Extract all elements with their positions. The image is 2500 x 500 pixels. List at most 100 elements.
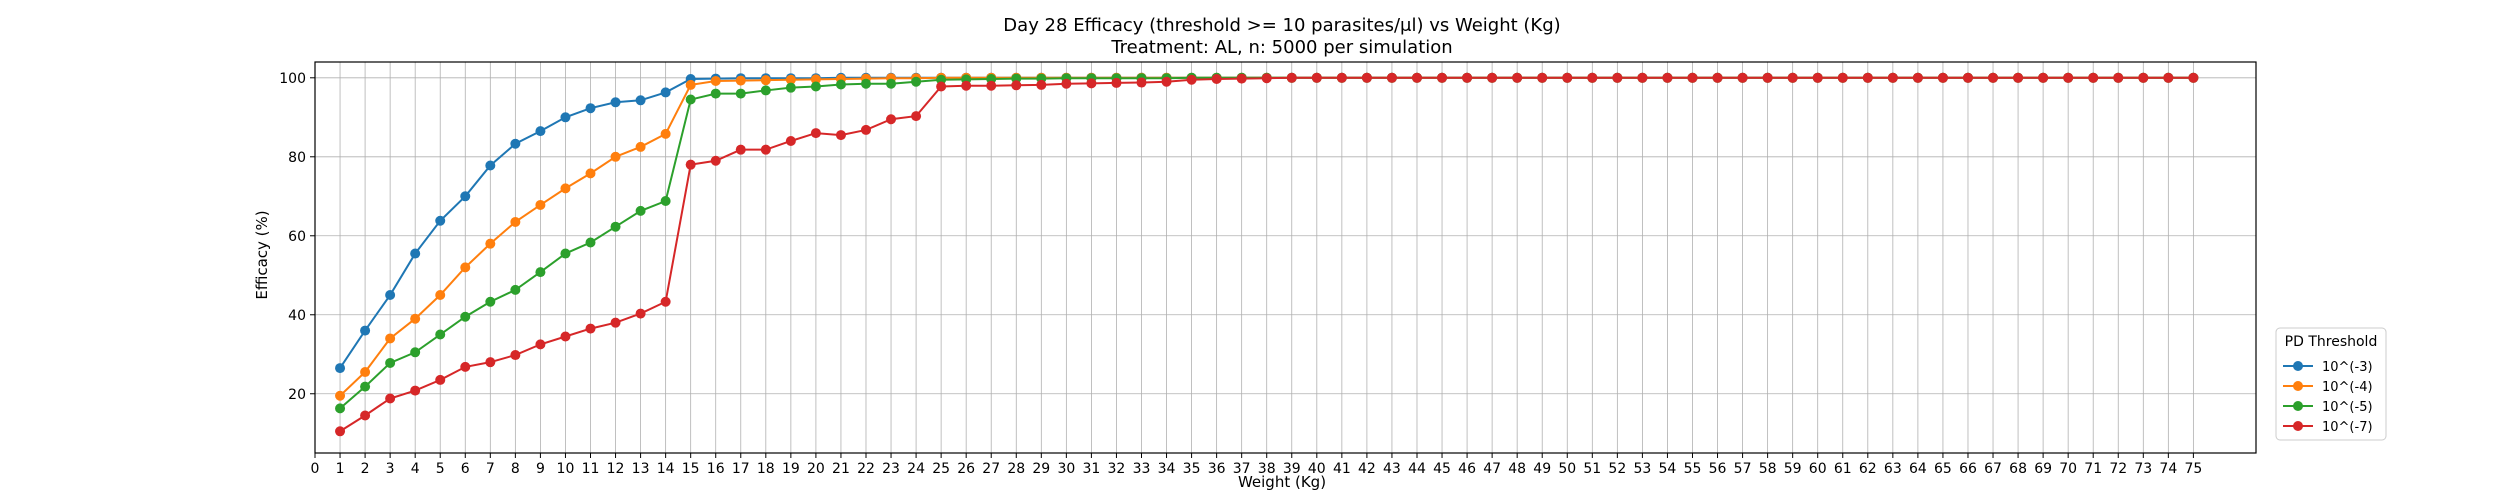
- x-tick-label: 9: [536, 461, 545, 477]
- data-point: [1286, 72, 1297, 83]
- data-point: [335, 363, 346, 374]
- data-point: [1762, 72, 1773, 83]
- data-point: [460, 262, 471, 273]
- x-tick-label: 41: [1333, 461, 1351, 477]
- data-point: [585, 323, 596, 334]
- data-point: [460, 191, 471, 202]
- x-tick-label: 4: [411, 461, 420, 477]
- data-point: [435, 290, 446, 301]
- data-point: [810, 81, 821, 92]
- x-tick-label: 29: [1032, 461, 1050, 477]
- data-point: [485, 357, 496, 368]
- data-point: [835, 79, 846, 90]
- x-tick-label: 67: [1984, 461, 2002, 477]
- data-point: [485, 296, 496, 307]
- x-tick-label: 48: [1508, 461, 1526, 477]
- data-point: [685, 159, 696, 170]
- x-tick-label: 40: [1308, 461, 1326, 477]
- x-tick-label: 19: [782, 461, 800, 477]
- data-point: [510, 138, 521, 149]
- data-point: [335, 403, 346, 414]
- data-point: [460, 361, 471, 372]
- data-point: [635, 308, 646, 319]
- x-tick-label: 28: [1007, 461, 1025, 477]
- data-point: [485, 238, 496, 249]
- x-tick-label: 30: [1057, 461, 1075, 477]
- x-tick-label: 68: [2009, 461, 2027, 477]
- x-tick-label: 66: [1959, 461, 1977, 477]
- data-point: [1487, 72, 1498, 83]
- data-point: [410, 385, 421, 396]
- data-point: [1361, 72, 1372, 83]
- data-point: [485, 160, 496, 171]
- data-point: [610, 317, 621, 328]
- data-point: [2013, 72, 2024, 83]
- data-point: [2113, 72, 2124, 83]
- x-tick-label: 60: [1809, 461, 1827, 477]
- x-tick-label: 75: [2184, 461, 2202, 477]
- data-point: [1712, 72, 1723, 83]
- x-tick-label: 44: [1408, 461, 1426, 477]
- data-point: [560, 248, 571, 259]
- y-tick-label: 100: [279, 71, 306, 87]
- legend-marker: [2293, 421, 2303, 431]
- x-tick-label: 70: [2059, 461, 2077, 477]
- chart-title: Day 28 Efficacy (threshold >= 10 parasit…: [1003, 15, 1560, 36]
- data-point: [660, 87, 671, 98]
- x-tick-label: 43: [1383, 461, 1401, 477]
- x-tick-label: 47: [1483, 461, 1501, 477]
- y-tick-label: 80: [288, 150, 306, 166]
- data-point: [760, 144, 771, 155]
- data-point: [1211, 73, 1222, 84]
- data-point: [660, 196, 671, 207]
- legend-label: 10^(-5): [2322, 400, 2373, 415]
- x-tick-label: 17: [732, 461, 750, 477]
- data-point: [385, 290, 396, 301]
- data-point: [635, 95, 646, 106]
- x-tick-label: 56: [1709, 461, 1727, 477]
- data-point: [1011, 80, 1022, 91]
- data-point: [710, 75, 721, 86]
- data-point: [1687, 72, 1698, 83]
- legend-marker: [2293, 361, 2303, 371]
- x-tick-label: 18: [757, 461, 775, 477]
- legend-item: 10^(-3): [2283, 360, 2373, 375]
- x-tick-label: 10: [557, 461, 575, 477]
- x-tick-label: 7: [486, 461, 495, 477]
- x-tick-label: 23: [882, 461, 900, 477]
- x-tick-label: 57: [1734, 461, 1752, 477]
- data-point: [1912, 72, 1923, 83]
- data-point: [1737, 72, 1748, 83]
- data-point: [410, 347, 421, 358]
- legend-items: 10^(-3) 10^(-4) 10^(-5) 10^(-7): [2283, 360, 2373, 435]
- data-point: [1812, 72, 1823, 83]
- x-tick-label: 21: [832, 461, 850, 477]
- data-point: [1186, 74, 1197, 85]
- x-tick-label: 45: [1433, 461, 1451, 477]
- data-point: [635, 141, 646, 152]
- data-point: [610, 151, 621, 162]
- x-tick-label: 5: [436, 461, 445, 477]
- data-point: [360, 381, 371, 392]
- data-point: [535, 126, 546, 137]
- data-point: [2063, 72, 2074, 83]
- x-tick-label: 8: [511, 461, 520, 477]
- data-point: [835, 130, 846, 141]
- x-tick-label: 20: [807, 461, 825, 477]
- x-tick-label: 52: [1608, 461, 1626, 477]
- data-point: [510, 284, 521, 295]
- data-point: [1462, 72, 1473, 83]
- data-point: [535, 339, 546, 350]
- data-point: [1862, 72, 1873, 83]
- x-tick-label: 64: [1909, 461, 1927, 477]
- data-point: [1386, 72, 1397, 83]
- data-point: [2188, 72, 2199, 83]
- data-point: [2038, 72, 2049, 83]
- series-layer: [335, 72, 2199, 437]
- x-tick-label: 65: [1934, 461, 1952, 477]
- data-point: [986, 80, 997, 91]
- data-point: [886, 78, 897, 89]
- data-point: [810, 128, 821, 139]
- data-point: [1437, 72, 1448, 83]
- data-point: [961, 80, 972, 91]
